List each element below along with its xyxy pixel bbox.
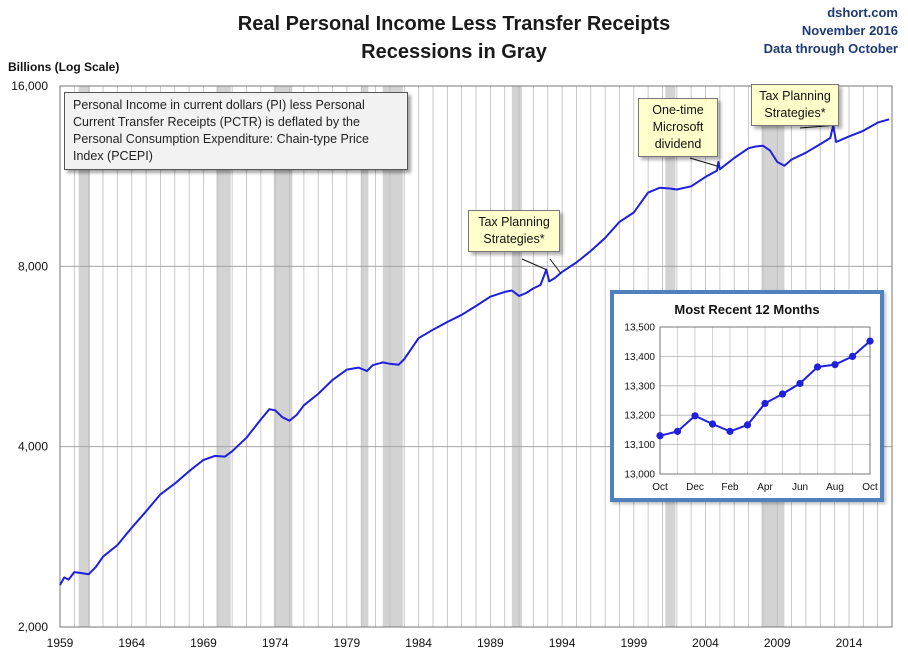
y-tick-label: 4,000: [18, 440, 48, 454]
inset-y-tick-label: 13,200: [624, 411, 655, 422]
y-axis-label: Billions (Log Scale): [8, 60, 120, 74]
inset-y-tick-label: 13,100: [624, 440, 655, 451]
callout-leader: [689, 157, 718, 167]
series-line: [59, 118, 890, 586]
inset-y-tick-label: 13,500: [624, 323, 655, 334]
inset-x-tick-label: Jun: [792, 482, 808, 493]
recession-band: [382, 86, 403, 627]
inset-data-point: [726, 427, 734, 435]
inset-data-point: [761, 399, 769, 408]
plot-frame: [59, 85, 893, 628]
x-tick-label: 1964: [118, 636, 145, 650]
x-tick-label: 1984: [405, 636, 432, 650]
inset-x-tick-label: Aug: [826, 482, 844, 493]
inset-data-point: [796, 379, 804, 388]
recession-band: [511, 86, 522, 627]
recession-band: [361, 86, 369, 627]
methodology-note: Personal Income in current dollars (PI) …: [64, 92, 408, 170]
chart-title-line1: Real Personal Income Less Transfer Recei…: [237, 13, 671, 35]
recession-band: [78, 86, 91, 627]
inset-x-tick-label: Oct: [862, 482, 878, 493]
x-tick-label: 2004: [692, 636, 719, 650]
x-tick-label: 1959: [47, 636, 74, 650]
callout-leader: [549, 258, 562, 274]
inset-data-point: [743, 421, 752, 429]
inset-data-point: [866, 337, 874, 345]
source-info: dshort.com November 2016 Data through Oc…: [764, 4, 898, 58]
inset-x-tick-label: Apr: [757, 482, 773, 493]
inset-x-tick-label: Oct: [652, 482, 668, 493]
x-tick-label: 1974: [262, 636, 289, 650]
inset-recent-12-months: Most Recent 12 Months 13,000 13,100 13,200…: [610, 290, 884, 502]
inset-x-tick-label: Dec: [686, 482, 704, 493]
source-date: November 2016: [801, 23, 898, 38]
inset-data-point: [708, 420, 717, 428]
chart-title: Real Personal Income Less Transfer Recei…: [0, 10, 908, 66]
chart-title-line2: Recessions in Gray: [361, 41, 547, 63]
inset-plot-frame: [659, 326, 871, 475]
source-data-through: Data through October: [763, 41, 898, 56]
x-tick-label: 1994: [549, 636, 576, 650]
recession-band: [273, 86, 293, 627]
x-tick-label: 1989: [477, 636, 504, 650]
inset-y-tick-label: 13,400: [624, 352, 655, 363]
callout-microsoft-dividend: One-time Microsoft dividend: [638, 98, 718, 157]
x-tick-label: 1999: [620, 636, 647, 650]
x-tick-label: 1969: [190, 636, 217, 650]
y-tick-label: 16,000: [11, 79, 48, 93]
inset-data-point: [691, 412, 699, 420]
inset-chart: 13,000 13,100 13,200 13,300 13,400 13,500 Oct D…: [624, 323, 878, 494]
callout-tax-planning-2012: Tax Planning Strategies*: [751, 84, 839, 126]
inset-data-point: [831, 361, 839, 369]
inset-y-tick-label: 13,000: [624, 470, 655, 481]
inset-data-point: [813, 363, 822, 371]
inset-data-point: [656, 432, 664, 440]
inset-y-tick-label: 13,300: [624, 381, 655, 392]
callout-tax-planning-1993: Tax Planning Strategies*: [468, 210, 560, 252]
source-site: dshort.com: [827, 5, 898, 20]
recession-band: [216, 86, 231, 627]
x-tick-label: 2014: [836, 636, 863, 650]
x-tick-label: 1979: [334, 636, 361, 650]
inset-title: Most Recent 12 Months: [674, 302, 820, 317]
y-tick-label: 8,000: [18, 259, 48, 273]
y-tick-label: 2,000: [18, 620, 48, 634]
inset-data-point: [778, 390, 787, 398]
inset-x-tick-label: Feb: [721, 482, 739, 493]
inset-data-point: [673, 427, 682, 435]
inset-data-point: [848, 352, 857, 360]
callout-leader: [521, 258, 547, 271]
x-tick-label: 2009: [764, 636, 791, 650]
